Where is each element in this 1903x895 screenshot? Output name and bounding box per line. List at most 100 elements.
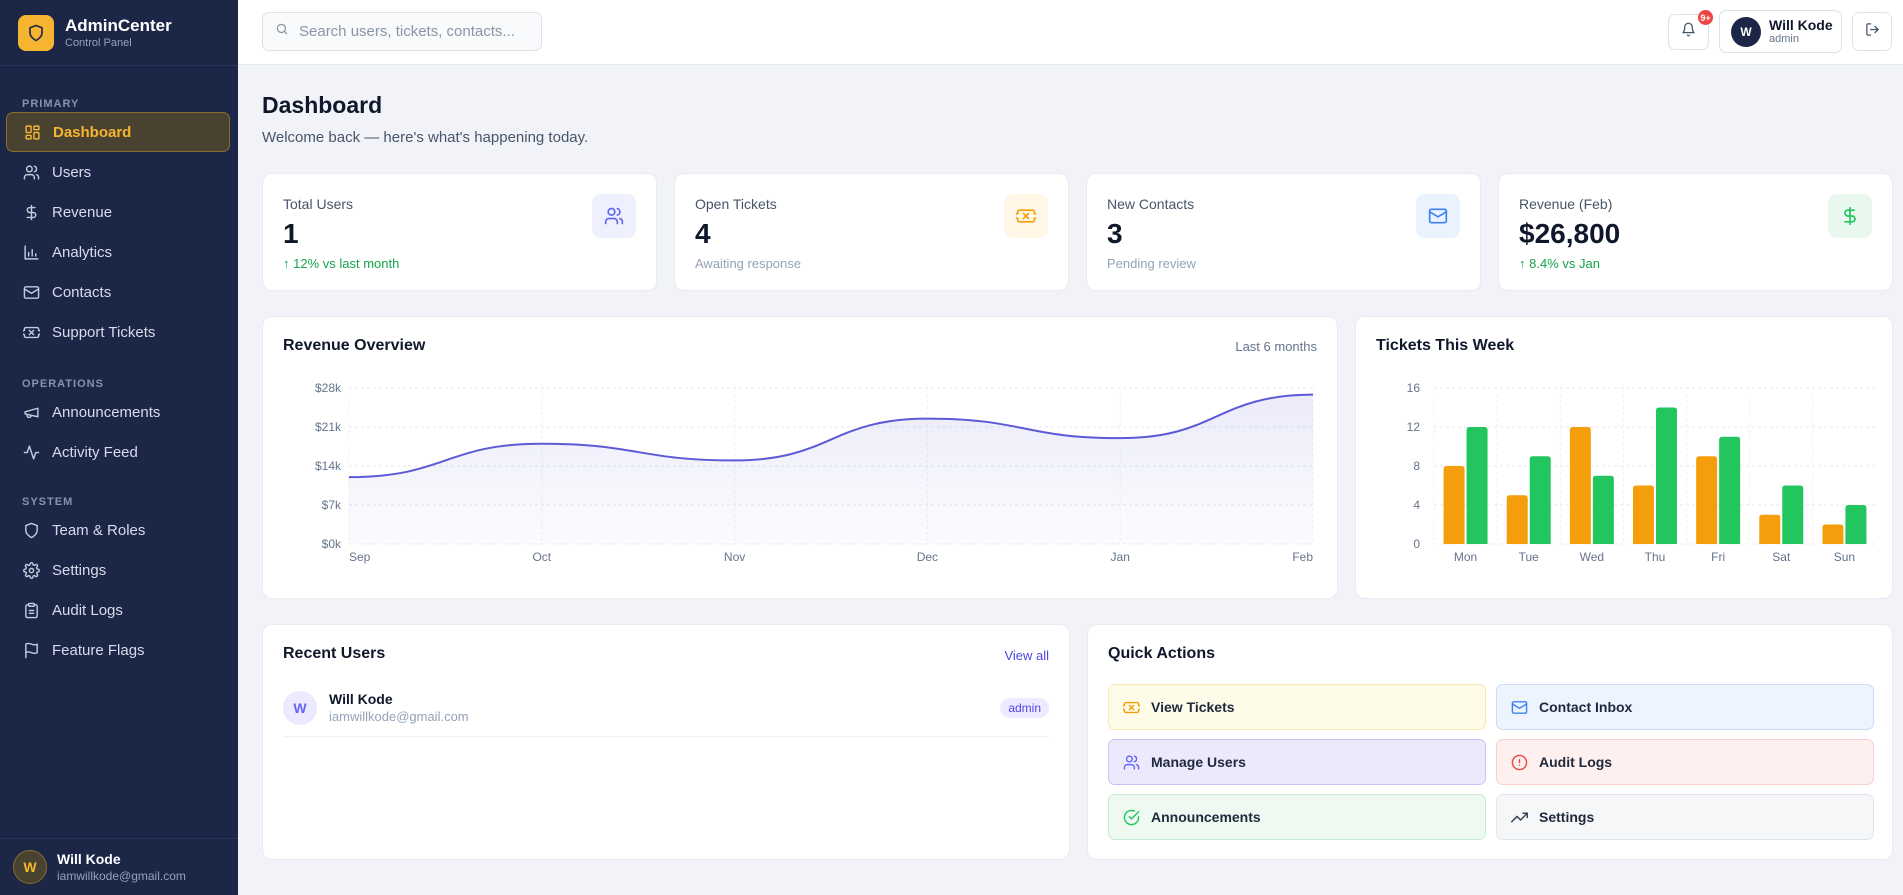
x-tick-label: Dec [917, 550, 938, 564]
quick-action-label: Manage Users [1151, 754, 1246, 770]
y-tick-label: $21k [315, 420, 342, 434]
page-title: Dashboard [262, 92, 383, 118]
sidebar-item-users[interactable]: Users [6, 152, 230, 192]
quick-action-audit-logs[interactable]: Audit Logs [1496, 739, 1874, 785]
sidebar: AdminCenter Control Panel PRIMARY Dashboa… [0, 0, 238, 895]
section-label-primary: PRIMARY [22, 98, 80, 110]
sidebar-user-email: iamwillkode@gmail.com [57, 869, 186, 883]
sidebar-item-analytics[interactable]: Analytics [6, 232, 230, 272]
logout-button[interactable] [1852, 12, 1892, 51]
logout-icon [1865, 22, 1880, 42]
mail-icon [1416, 194, 1460, 238]
sidebar-item-team-roles[interactable]: Team & Roles [6, 510, 230, 550]
sidebar-item-revenue[interactable]: Revenue [6, 192, 230, 232]
revenue-range-label: Last 6 months [1235, 339, 1317, 354]
stat-label: Open Tickets [695, 196, 777, 212]
stat-card-open-tickets: Open Tickets 4 Awaiting response [674, 173, 1069, 291]
bar-wed-series-1 [1569, 427, 1591, 544]
user-menu-button[interactable]: W Will Kode admin [1719, 10, 1842, 53]
sidebar-item-label: Audit Logs [52, 601, 123, 619]
users-icon [1122, 753, 1140, 771]
quick-action-view-tickets[interactable]: View Tickets [1108, 684, 1486, 730]
sidebar-item-announcements[interactable]: Announcements [6, 392, 230, 432]
stat-card-new-contacts: New Contacts 3 Pending review [1086, 173, 1481, 291]
stat-card-revenue-feb: Revenue (Feb) $26,800 ↑ 8.4% vs Jan [1498, 173, 1893, 291]
bar-thu-series-2 [1656, 407, 1677, 544]
megaphone-icon [22, 403, 40, 421]
sidebar-item-label: Team & Roles [52, 521, 146, 539]
x-tick-label: Jan [1111, 550, 1130, 564]
role-badge: admin [1000, 698, 1049, 718]
quick-action-label: View Tickets [1151, 699, 1235, 715]
sidebar-item-settings[interactable]: Settings [6, 550, 230, 590]
quick-action-announcements[interactable]: Announcements [1108, 794, 1486, 840]
quick-action-label: Announcements [1151, 809, 1261, 825]
y-tick-label: 4 [1413, 498, 1420, 512]
bar-mon-series-2 [1466, 427, 1488, 544]
sidebar-item-label: Users [52, 163, 92, 181]
y-tick-label: $7k [322, 498, 342, 512]
y-tick-label: 16 [1407, 381, 1421, 395]
brand: AdminCenter Control Panel [0, 0, 238, 66]
sidebar-item-audit-logs[interactable]: Audit Logs [6, 590, 230, 630]
ticket-icon [1122, 698, 1140, 716]
x-tick-label: Thu [1645, 550, 1666, 564]
stat-value: 3 [1107, 218, 1123, 249]
x-tick-label: Wed [1580, 550, 1604, 564]
bell-icon [1681, 22, 1696, 42]
sidebar-item-label: Dashboard [53, 123, 132, 141]
revenue-area-chart: $0k $7k $14k $21k $28k Sep Oct Nov Dec Jan Feb [315, 381, 1314, 564]
sidebar-item-activity-feed[interactable]: Activity Feed [6, 432, 230, 472]
flag-icon [22, 641, 40, 659]
sidebar-item-label: Announcements [52, 403, 161, 421]
search-input[interactable] [299, 23, 529, 40]
dollar-icon [1828, 194, 1872, 238]
bar-fri-series-2 [1719, 436, 1741, 544]
y-tick-label: $14k [315, 459, 342, 473]
sidebar-item-contacts[interactable]: Contacts [6, 272, 230, 312]
users-icon [592, 194, 636, 238]
sidebar-user[interactable]: W Will Kode iamwillkode@gmail.com [0, 838, 238, 895]
bar-tue-series-1 [1506, 495, 1528, 544]
quick-actions-card: Quick Actions View Tickets Contact Inbox M… [1087, 624, 1893, 860]
shield-logo-icon [18, 14, 54, 51]
stat-label: Total Users [283, 196, 354, 212]
sidebar-item-label: Support Tickets [52, 323, 156, 341]
quick-action-contact-inbox[interactable]: Contact Inbox [1496, 684, 1874, 730]
sidebar-item-dashboard[interactable]: Dashboard [6, 112, 230, 152]
search-box[interactable] [262, 12, 542, 51]
tickets-bar-chart: 0 4 8 12 16 Mon Tue Wed Thu Fri Sat Sun [1407, 381, 1876, 564]
notifications-button[interactable]: 9+ [1668, 10, 1713, 50]
bar-sat-series-1 [1759, 514, 1781, 544]
sidebar-item-label: Feature Flags [52, 641, 145, 659]
ticket-icon [22, 323, 40, 341]
tickets-week-card: Tickets This Week 0 4 8 12 16 Mon Tue Wed Thu Fri… [1355, 316, 1893, 599]
trending-up-icon [1510, 808, 1528, 826]
stat-label: New Contacts [1107, 196, 1195, 212]
check-circle-icon [1122, 808, 1140, 826]
x-tick-label: Sun [1834, 550, 1855, 564]
avatar: W [13, 850, 47, 884]
view-all-link[interactable]: View all [1004, 648, 1049, 663]
stat-value: 4 [695, 218, 711, 249]
table-row[interactable]: W Will Kode iamwillkode@gmail.com admin [283, 685, 1049, 737]
quick-actions-title: Quick Actions [1108, 645, 1215, 662]
users-icon [22, 163, 40, 181]
notification-badge: 9+ [1698, 10, 1713, 25]
dollar-icon [22, 203, 40, 221]
gear-icon [22, 561, 40, 579]
x-tick-label: Feb [1292, 550, 1313, 564]
sidebar-item-feature-flags[interactable]: Feature Flags [6, 630, 230, 670]
sidebar-item-label: Settings [52, 561, 107, 579]
bar-fri-series-1 [1696, 456, 1718, 544]
mail-icon [22, 283, 40, 301]
sidebar-item-label: Analytics [52, 243, 113, 261]
y-tick-label: 0 [1413, 537, 1420, 551]
sidebar-item-support-tickets[interactable]: Support Tickets [6, 312, 230, 352]
x-tick-label: Nov [724, 550, 745, 564]
quick-action-settings[interactable]: Settings [1496, 794, 1874, 840]
dashboard-icon [23, 123, 41, 141]
section-label-operations: OPERATIONS [22, 378, 104, 390]
quick-action-manage-users[interactable]: Manage Users [1108, 739, 1486, 785]
bar-mon-series-1 [1443, 466, 1465, 544]
